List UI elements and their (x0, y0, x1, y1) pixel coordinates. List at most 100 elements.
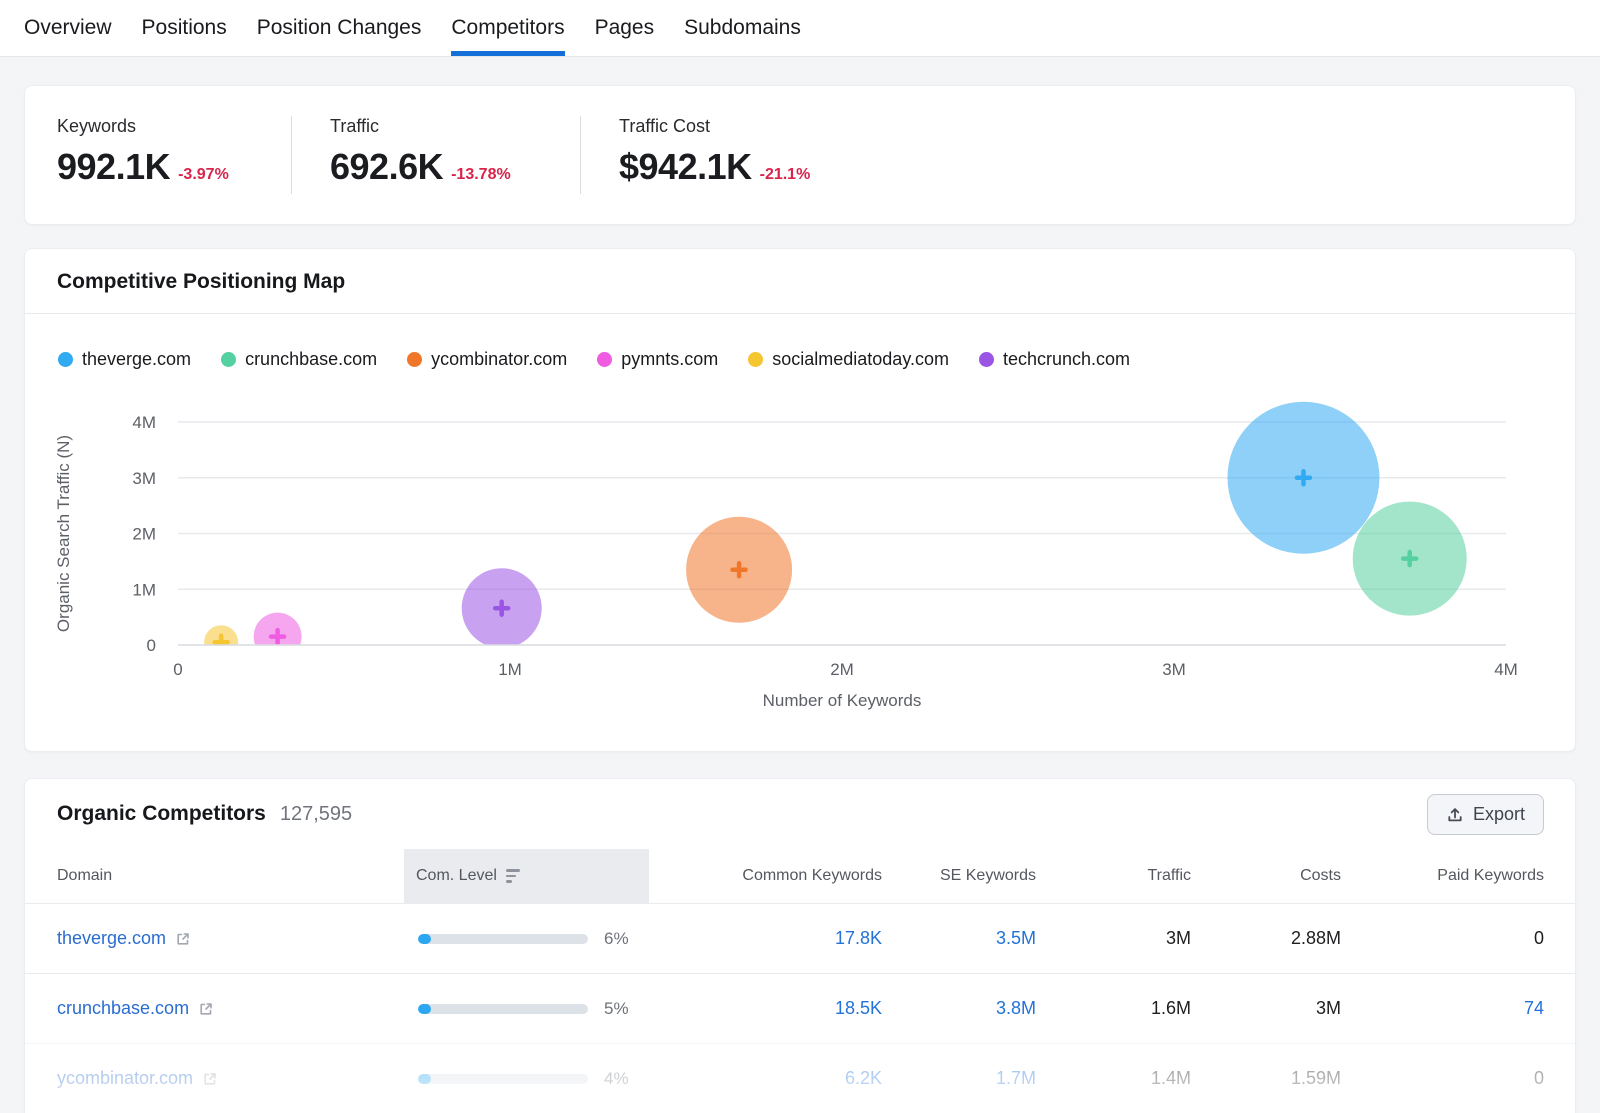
common-keywords-link[interactable]: 17.8K (834, 928, 882, 948)
domain-link[interactable]: crunchbase.com (57, 998, 190, 1018)
competition-level-bar (418, 1003, 588, 1014)
legend-item-ycombinator-com[interactable]: ycombinator.com (407, 349, 567, 370)
column-header-label: Traffic (1147, 867, 1191, 884)
stat-keywords: Keywords 992.1K -3.97% (25, 86, 291, 224)
table-row-ycombinator-com: ycombinator.com 4% 6.2K 1.7M 1.4M 1.59M … (25, 1043, 1575, 1113)
cell-se-keywords: 3.5M (882, 904, 1036, 973)
cell-traffic: 1.4M (1036, 1044, 1191, 1113)
legend-label: pymnts.com (621, 349, 719, 369)
column-header-traffic[interactable]: Traffic (1036, 849, 1191, 903)
nav-tab-label: Positions (141, 16, 227, 39)
domain-link[interactable]: ycombinator.com (57, 1068, 194, 1088)
table-body: theverge.com 6% 17.8K 3.5M 3M 2.88M 0 cr… (25, 903, 1575, 1113)
y-tick-label: 2M (132, 525, 156, 544)
column-header-costs[interactable]: Costs (1191, 849, 1341, 903)
nav-tab-positions[interactable]: Positions (142, 0, 227, 56)
nav-tab-position-changes[interactable]: Position Changes (257, 0, 422, 56)
bubble-center-marker (212, 633, 230, 645)
cell-common-keywords: 17.8K (649, 904, 882, 973)
competition-level-bar (418, 1073, 588, 1084)
column-header-paid-keywords[interactable]: Paid Keywords (1341, 849, 1544, 903)
column-header-com-level[interactable]: Com. Level (404, 849, 649, 903)
cell-traffic: 1.6M (1036, 974, 1191, 1043)
stat-traffic-cost: Traffic Cost $942.1K -21.1% (581, 86, 810, 224)
legend-item-theverge-com[interactable]: theverge.com (58, 349, 191, 370)
cell-traffic: 3M (1036, 904, 1191, 973)
legend-dot-icon (407, 352, 423, 367)
summary-stats-card: Keywords 992.1K -3.97% Traffic 692.6K -1… (24, 85, 1576, 225)
cell-competition-level: 4% (404, 1044, 649, 1113)
bubble-center-marker (268, 627, 287, 645)
x-tick-label: 0 (173, 660, 182, 679)
legend-label: techcrunch.com (1002, 349, 1131, 369)
domain-link[interactable]: theverge.com (57, 928, 167, 948)
y-axis-title: Organic Search Traffic (N) (54, 435, 73, 632)
legend-item-crunchbase-com[interactable]: crunchbase.com (221, 349, 377, 370)
se-keywords-link[interactable]: 3.5M (995, 928, 1036, 948)
legend-dot-icon (597, 352, 613, 367)
external-link-icon[interactable] (202, 1071, 218, 1087)
se-keywords-link[interactable]: 3.8M (995, 998, 1036, 1018)
legend-dot-icon (748, 352, 764, 367)
y-tick-label: 3M (132, 469, 156, 488)
stat-value: 992.1K (57, 146, 171, 187)
stat-label: Traffic Cost (619, 116, 711, 136)
divider (25, 313, 1575, 314)
legend-item-pymnts-com[interactable]: pymnts.com (597, 349, 718, 370)
stat-traffic: Traffic 692.6K -13.78% (292, 86, 580, 224)
column-header-domain[interactable]: Domain (25, 849, 404, 903)
nav-tab-subdomains[interactable]: Subdomains (684, 0, 801, 56)
nav-tab-competitors[interactable]: Competitors (451, 0, 565, 56)
cell-se-keywords: 3.8M (882, 974, 1036, 1043)
legend-label: socialmediatoday.com (772, 349, 949, 369)
nav-tab-pages[interactable]: Pages (595, 0, 655, 56)
cell-paid-keywords: 74 (1341, 974, 1544, 1043)
cell-paid-keywords: 0 (1341, 1044, 1544, 1113)
column-header-label: Com. Level (416, 867, 497, 884)
common-keywords-link[interactable]: 6.2K (844, 1068, 882, 1088)
nav-tab-label: Pages (594, 16, 655, 39)
y-tick-label: 0 (147, 636, 156, 655)
external-link-icon[interactable] (175, 931, 191, 947)
column-header-common-keywords[interactable]: Common Keywords (649, 849, 882, 903)
traffic-value: 1.4M (1150, 1068, 1191, 1088)
common-keywords-link[interactable]: 18.5K (834, 998, 882, 1018)
table-row-count: 127,595 (279, 802, 353, 825)
nav-tab-overview[interactable]: Overview (24, 0, 112, 56)
nav-tab-label: Competitors (451, 16, 565, 39)
nav-tab-label: Overview (24, 16, 112, 39)
legend-item-techcrunch-com[interactable]: techcrunch.com (978, 349, 1131, 370)
stat-change: -13.78% (451, 166, 511, 183)
competition-level-bar-fill (418, 1003, 431, 1014)
table-row-crunchbase-com: crunchbase.com 5% 18.5K 3.8M 1.6M 3M 74 (25, 973, 1575, 1043)
legend-label: theverge.com (82, 349, 192, 369)
legend-dot-icon (221, 352, 237, 367)
stat-line: 692.6K -13.78% (330, 146, 580, 188)
competition-level-percent: 5% (604, 998, 629, 1018)
competition-level-bar-fill (418, 933, 431, 944)
cell-domain: ycombinator.com (25, 1044, 404, 1113)
export-upload-icon (1448, 807, 1462, 821)
column-header-se-keywords[interactable]: SE Keywords (882, 849, 1036, 903)
vertical-divider (291, 116, 292, 194)
nav-tab-label: Subdomains (684, 16, 801, 39)
organic-competitors-card: Organic Competitors 127,595 Export Domai… (24, 778, 1576, 1113)
cell-costs: 3M (1191, 974, 1341, 1043)
paid-keywords-value[interactable]: 74 (1523, 998, 1544, 1018)
legend-dot-icon (58, 352, 73, 367)
cell-paid-keywords: 0 (1341, 904, 1544, 973)
external-link-icon[interactable] (198, 1001, 214, 1017)
sort-descending-icon (505, 869, 520, 883)
se-keywords-link[interactable]: 1.7M (995, 1068, 1036, 1088)
vertical-divider (580, 116, 581, 194)
x-axis-title: Number of Keywords (763, 691, 922, 710)
legend-label: ycombinator.com (431, 349, 568, 369)
nav-tab-label: Position Changes (256, 16, 422, 39)
export-button[interactable]: Export (1426, 794, 1544, 835)
stat-change: -21.1% (759, 166, 811, 183)
legend-item-socialmediatoday-com[interactable]: socialmediatoday.com (748, 349, 949, 370)
map-title: Competitive Positioning Map (57, 270, 346, 293)
cell-common-keywords: 18.5K (649, 974, 882, 1043)
x-tick-label: 4M (1494, 660, 1518, 679)
column-header-label: Common Keywords (742, 867, 882, 884)
